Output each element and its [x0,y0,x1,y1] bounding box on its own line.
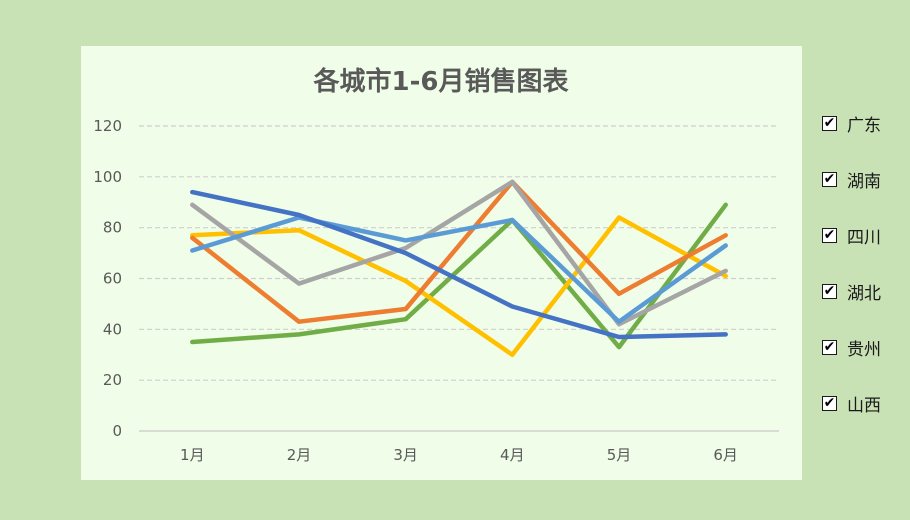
check-icon: ✔ [823,115,836,131]
legend: ✔ 广东 ✔ 湖南 ✔ 四川 ✔ 湖北 ✔ 贵州 ✔ 山西 [812,104,902,444]
x-tick-label: 3月 [393,446,418,464]
legend-item-guizhou[interactable]: ✔ 贵州 [822,334,881,360]
x-tick-label: 1月 [180,446,205,464]
series-line-湖北 [190,215,728,358]
y-tick-label: 100 [93,168,122,186]
legend-item-sichuan[interactable]: ✔ 四川 [822,222,881,248]
y-axis-ticks: 0 20 40 60 80 100 120 [93,117,122,440]
legend-checkbox[interactable]: ✔ [822,395,837,411]
legend-item-hunan[interactable]: ✔ 湖南 [822,166,881,192]
legend-label: 贵州 [847,339,881,360]
y-tick-label: 40 [103,320,122,338]
check-icon: ✔ [823,339,836,355]
x-tick-label: 2月 [287,446,312,464]
legend-label: 湖南 [847,171,881,192]
x-tick-label: 6月 [713,446,738,464]
chart-panel: 各城市1-6月销售图表 0 20 40 60 80 100 120 1月 2月 3月 4月 5月 6月 [81,46,802,480]
series-line-四川 [190,179,728,327]
check-icon: ✔ [823,283,836,299]
x-tick-label: 5月 [607,446,632,464]
y-tick-label: 120 [93,117,122,135]
legend-checkbox[interactable]: ✔ [822,339,837,355]
legend-label: 四川 [847,227,881,248]
check-icon: ✔ [823,227,836,243]
series-lines [190,179,728,358]
legend-item-guangdong[interactable]: ✔ 广东 [822,110,881,136]
check-icon: ✔ [823,171,836,187]
series-line-广东 [190,189,728,340]
legend-checkbox[interactable]: ✔ [822,227,837,243]
y-tick-label: 80 [103,219,122,237]
legend-checkbox[interactable]: ✔ [822,283,837,299]
legend-label: 广东 [847,115,881,136]
legend-item-hubei[interactable]: ✔ 湖北 [822,278,881,304]
line-chart: 各城市1-6月销售图表 0 20 40 60 80 100 120 1月 2月 3月 4月 5月 6月 [93,66,779,464]
series-line-山西 [190,202,728,350]
y-tick-label: 60 [103,270,122,288]
y-tick-label: 20 [103,371,122,389]
check-icon: ✔ [823,395,836,411]
x-tick-label: 4月 [500,446,525,464]
y-tick-label: 0 [112,422,122,440]
x-axis-ticks: 1月 2月 3月 4月 5月 6月 [180,446,738,464]
series-line-湖南 [190,179,728,324]
chart-title: 各城市1-6月销售图表 [313,66,570,97]
legend-label: 山西 [847,395,881,416]
legend-label: 湖北 [847,283,881,304]
legend-checkbox[interactable]: ✔ [822,171,837,187]
legend-checkbox[interactable]: ✔ [822,115,837,131]
series-line-贵州 [190,215,728,324]
legend-item-shanxi[interactable]: ✔ 山西 [822,390,881,416]
